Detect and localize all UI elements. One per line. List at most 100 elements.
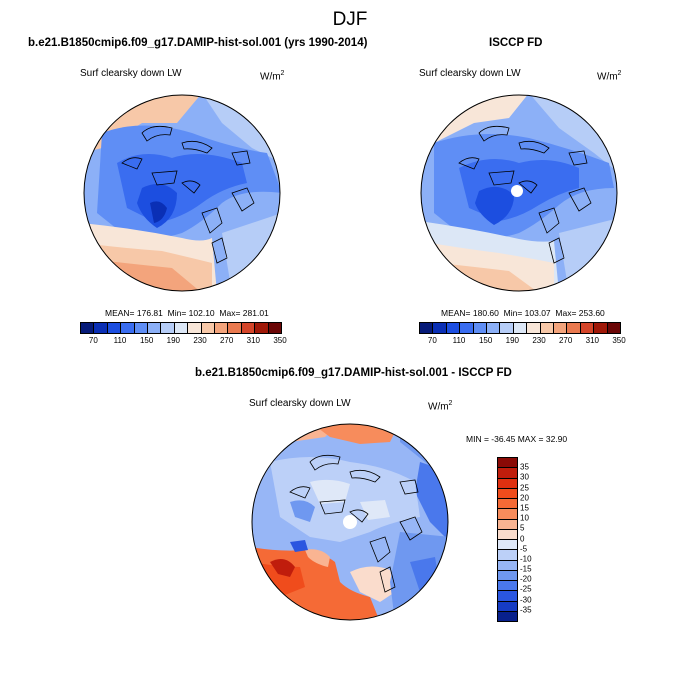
colorbar-tick-label: 110 — [452, 336, 466, 345]
colorbar-swatch — [498, 488, 517, 499]
colorbar-swatch — [81, 323, 95, 333]
colorbar-swatch — [498, 611, 517, 621]
colorbar-tick-label: -15 — [520, 564, 532, 574]
diff-colorbar — [497, 457, 518, 622]
colorbar-swatch — [460, 323, 474, 333]
colorbar-swatch — [241, 323, 256, 333]
colorbar-swatch — [107, 323, 122, 333]
colorbar-tick-label: -10 — [520, 554, 532, 564]
diff-units-base: W/m — [428, 401, 449, 413]
model-stats: MEAN= 176.81 Min= 102.10 Max= 281.01 — [105, 308, 269, 318]
colorbar-tick-label: -20 — [520, 574, 532, 584]
colorbar-swatch — [498, 529, 517, 540]
colorbar-tick-label: -35 — [520, 605, 532, 615]
diff-units-label: W/m2 — [428, 400, 452, 412]
model-min: Min= 102.10 — [167, 308, 215, 318]
model-units-exp: 2 — [280, 70, 285, 77]
colorbar-swatch — [498, 601, 517, 612]
colorbar-swatch — [121, 323, 135, 333]
colorbar-tick-label: 110 — [113, 336, 127, 345]
colorbar-swatch — [498, 591, 517, 602]
colorbar-tick-label: 5 — [520, 523, 525, 533]
obs-min: Min= 103.07 — [503, 308, 551, 318]
diff-minmax: MIN = -36.45 MAX = 32.90 — [466, 434, 568, 444]
colorbar-tick-label: 0 — [520, 534, 525, 543]
colorbar-swatch — [498, 560, 517, 571]
colorbar-tick-label: 310 — [585, 336, 600, 345]
colorbar-tick-label: 10 — [520, 513, 529, 523]
colorbar-tick-label: 270 — [219, 336, 234, 345]
colorbar-swatch — [594, 323, 608, 333]
obs-stats: MEAN= 180.60 Min= 103.07 Max= 253.60 — [441, 308, 605, 318]
obs-variable-label: Surf clearsky down LW — [419, 68, 521, 79]
obs-units-base: W/m — [597, 71, 618, 83]
obs-units-exp: 2 — [617, 70, 622, 77]
diff-units-exp: 2 — [448, 400, 453, 407]
figure-title: DJF — [332, 9, 368, 30]
colorbar-swatch — [420, 323, 434, 333]
obs-polar-map — [420, 94, 618, 292]
colorbar-swatch — [188, 323, 202, 333]
model-mean: MEAN= 176.81 — [105, 308, 163, 318]
colorbar-swatch — [473, 323, 488, 333]
colorbar-swatch — [94, 323, 108, 333]
diff-polar-map — [251, 423, 449, 621]
model-variable-label: Surf clearsky down LW — [80, 68, 182, 79]
colorbar-swatch — [201, 323, 216, 333]
obs-max: Max= 253.60 — [555, 308, 605, 318]
obs-panel-title: ISCCP FD — [489, 37, 543, 49]
colorbar-swatch — [268, 323, 282, 333]
colorbar-swatch — [498, 458, 517, 469]
colorbar-swatch — [527, 323, 541, 333]
colorbar-tick-label: 25 — [520, 483, 529, 493]
model-polar-map — [83, 94, 281, 292]
model-colorbar — [80, 322, 282, 334]
colorbar-tick-label: 30 — [520, 472, 529, 482]
colorbar-swatch — [567, 323, 581, 333]
colorbar-swatch — [446, 323, 461, 333]
colorbar-swatch — [607, 323, 621, 333]
colorbar-swatch — [580, 323, 595, 333]
colorbar-swatch — [513, 323, 528, 333]
colorbar-swatch — [174, 323, 189, 333]
obs-units-label: W/m2 — [597, 70, 621, 82]
colorbar-swatch — [498, 550, 517, 561]
colorbar-tick-label: 35 — [520, 462, 529, 472]
colorbar-tick-label: 150 — [478, 336, 493, 345]
colorbar-tick-label: -5 — [520, 544, 528, 554]
diff-panel-title: b.e21.B1850cmip6.f09_g17.DAMIP-hist-sol.… — [195, 367, 512, 379]
colorbar-swatch — [134, 323, 149, 333]
colorbar-swatch — [498, 499, 517, 510]
diff-colorbar-labels: 35 30 25 20 15 10 5 0 -5 -10 -15 -20 -25 -30 -35 — [520, 457, 550, 620]
colorbar-swatch — [215, 323, 229, 333]
colorbar-swatch — [540, 323, 555, 333]
colorbar-swatch — [554, 323, 568, 333]
colorbar-tick-label: -30 — [520, 595, 532, 605]
colorbar-tick-label: 70 — [88, 336, 98, 345]
colorbar-tick-label: 230 — [532, 336, 546, 345]
colorbar-tick-label: 15 — [520, 503, 529, 513]
colorbar-tick-label: 190 — [166, 336, 181, 345]
colorbar-tick-label: 20 — [520, 493, 529, 503]
colorbar-swatch — [255, 323, 269, 333]
colorbar-swatch — [498, 540, 517, 551]
colorbar-swatch — [487, 323, 501, 333]
colorbar-swatch — [498, 519, 517, 530]
colorbar-tick-label: -25 — [520, 584, 532, 594]
colorbar-swatch — [498, 478, 517, 489]
colorbar-swatch — [498, 581, 517, 592]
colorbar-swatch — [498, 468, 517, 479]
model-max: Max= 281.01 — [219, 308, 269, 318]
colorbar-swatch — [498, 570, 517, 581]
colorbar-tick-label: 270 — [558, 336, 573, 345]
colorbar-tick-label: 190 — [505, 336, 520, 345]
colorbar-tick-label: 150 — [139, 336, 154, 345]
colorbar-tick-label: 350 — [612, 336, 626, 345]
colorbar-tick-label: 230 — [193, 336, 207, 345]
colorbar-tick-label: 310 — [246, 336, 261, 345]
obs-mean: MEAN= 180.60 — [441, 308, 499, 318]
colorbar-swatch — [148, 323, 162, 333]
model-units-label: W/m2 — [260, 70, 284, 82]
colorbar-swatch — [161, 323, 175, 333]
diff-variable-label: Surf clearsky down LW — [249, 398, 351, 409]
